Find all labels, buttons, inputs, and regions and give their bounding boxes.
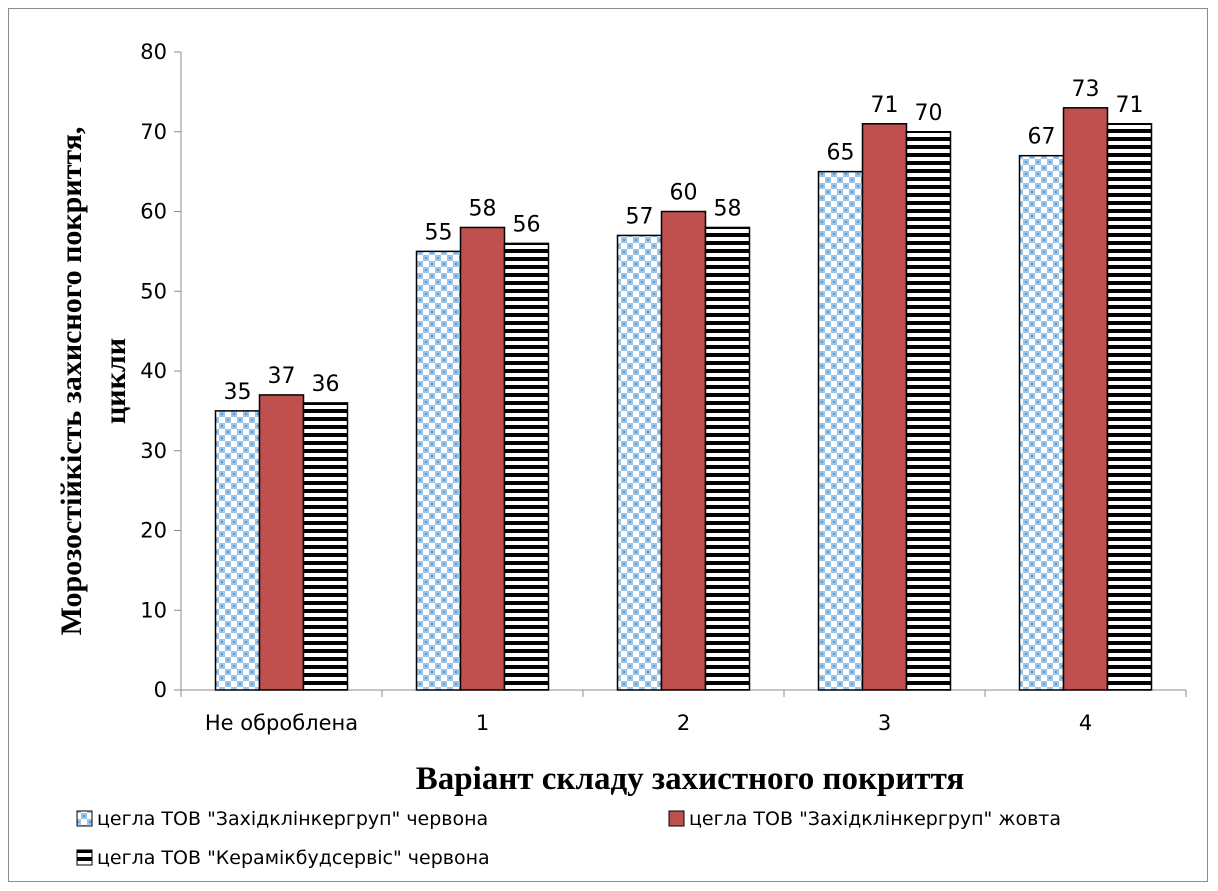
data-label: 70 (915, 101, 943, 126)
data-label: 57 (626, 204, 654, 229)
data-label: 37 (268, 364, 296, 389)
x-tick-label: Не оброблена (205, 711, 358, 735)
bar-series-2 (258, 394, 305, 691)
chart-frame: Морозостійкість захисного покриття, цикл… (8, 8, 1208, 882)
data-label: 58 (469, 196, 497, 221)
bar-series-1 (616, 234, 663, 691)
legend-swatch-series-1 (76, 810, 93, 827)
data-label: 65 (827, 141, 855, 166)
bar-series-3 (302, 402, 349, 691)
legend-swatch-series-3 (76, 849, 93, 866)
y-axis: 0 10 20 30 40 50 60 70 80 (140, 40, 182, 702)
y-tick-label: 80 (140, 40, 167, 64)
bar-series-2 (459, 226, 506, 691)
y-tick-label: 60 (140, 200, 167, 224)
legend-label-series-3: цегла ТОВ "Керамікбудсервіс" червона (97, 847, 490, 869)
legend-label-series-2: цегла ТОВ "Західклінкергруп" жовта (689, 808, 1061, 830)
x-tick-label: 2 (677, 711, 690, 735)
data-label: 60 (670, 181, 698, 206)
bar-series-3 (503, 242, 550, 691)
bar-chart: Морозостійкість захисного покриття, цикл… (55, 40, 1187, 869)
legend-label-series-1: цегла ТОВ "Західклінкергруп" червона (97, 808, 488, 830)
y-tick-label: 10 (140, 598, 167, 622)
bar-series-1 (214, 410, 261, 691)
y-tick-label: 30 (140, 439, 167, 463)
x-axis-title: Варіант складу захистного покриття (416, 761, 964, 797)
legend-swatch-series-2 (668, 810, 685, 827)
data-label: 36 (312, 372, 340, 397)
y-tick-label: 0 (154, 678, 167, 702)
bar-series-3 (905, 131, 952, 691)
x-tick-label: 3 (878, 711, 891, 735)
x-axis: Не оброблена 1 2 3 4 (180, 689, 1187, 735)
bar-series-2 (1062, 107, 1109, 691)
y-tick-label: 70 (140, 120, 167, 144)
bar-series-3 (704, 226, 751, 691)
legend: цегла ТОВ "Західклінкергруп" червона цег… (76, 808, 1061, 869)
data-label: 67 (1028, 125, 1056, 150)
bar-series-1 (817, 170, 864, 691)
data-label: 71 (871, 93, 899, 118)
data-label: 71 (1116, 93, 1144, 118)
data-label: 35 (224, 380, 252, 405)
data-label: 56 (513, 212, 541, 237)
bar-series-2 (861, 123, 908, 691)
data-label: 58 (714, 196, 742, 221)
data-label: 73 (1072, 77, 1100, 102)
bar-series-1 (415, 250, 462, 691)
bars (214, 107, 1153, 691)
x-tick-label: 1 (476, 711, 489, 735)
bar-series-1 (1018, 154, 1065, 691)
y-axis-title-line1: Морозостійкість захисного покриття, (55, 127, 88, 636)
bar-series-3 (1106, 123, 1153, 691)
bar-series-2 (660, 210, 707, 691)
x-tick-label: 4 (1079, 711, 1092, 735)
data-label: 55 (425, 220, 453, 245)
y-tick-label: 20 (140, 519, 167, 543)
data-labels: 35 37 36 55 58 56 57 60 58 65 71 70 67 73 71 (224, 77, 1144, 405)
y-tick-label: 40 (140, 359, 167, 383)
y-tick-label: 50 (140, 279, 167, 303)
y-axis-title-line2: цикли (99, 338, 132, 424)
